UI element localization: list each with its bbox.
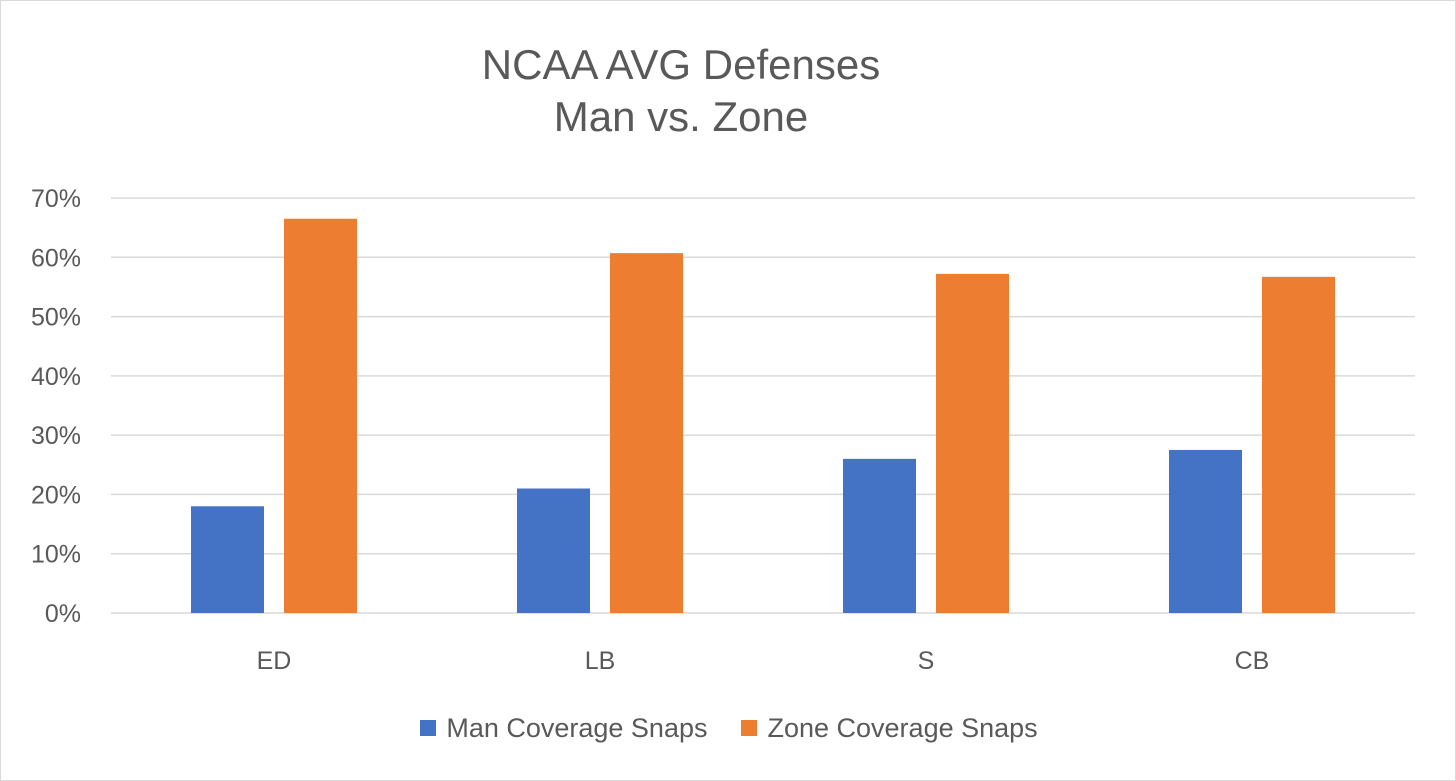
x-tick-label: ED [257, 647, 292, 675]
legend-label-zone: Zone Coverage Snaps [767, 713, 1038, 743]
legend-item-man: Man Coverage Snaps [420, 706, 707, 750]
y-tick-label: 0% [45, 600, 81, 628]
y-tick-label: 70% [31, 185, 81, 213]
x-tick-label: S [918, 647, 935, 675]
legend-label-man: Man Coverage Snaps [446, 713, 708, 743]
y-tick-label: 30% [31, 422, 81, 450]
chart-title-line-2: Man vs. Zone [553, 93, 809, 140]
chart-title-line-1: NCAA AVG Defenses [481, 41, 881, 88]
chart-legend: Man Coverage Snaps Zone Coverage Snaps [1, 706, 1456, 750]
bar-man-s [843, 458, 916, 613]
legend-swatch-zone [741, 720, 758, 736]
bar-zone-ed [284, 218, 357, 613]
bar-chart-plot: 0% 10% 20% 30% 40% 50% 60% 70% ED LB S CB [31, 185, 1415, 675]
bar-zone-lb [610, 253, 683, 613]
y-tick-label: 60% [31, 244, 81, 272]
legend-swatch-man [420, 720, 437, 736]
bar-man-cb [1169, 449, 1242, 613]
y-tick-label: 40% [31, 363, 81, 391]
bar-zone-s [936, 273, 1009, 613]
legend-item-zone: Zone Coverage Snaps [741, 706, 1038, 750]
y-tick-label: 20% [31, 481, 81, 509]
x-tick-label: CB [1235, 647, 1270, 675]
bar-man-ed [191, 506, 264, 613]
chart-title: NCAA AVG Defenses Man vs. Zone [381, 39, 981, 143]
bar-zone-cb [1262, 276, 1335, 613]
y-tick-label: 10% [31, 541, 81, 569]
x-tick-label: LB [585, 647, 616, 675]
y-tick-label: 50% [31, 304, 81, 332]
bar-man-lb [517, 488, 590, 613]
